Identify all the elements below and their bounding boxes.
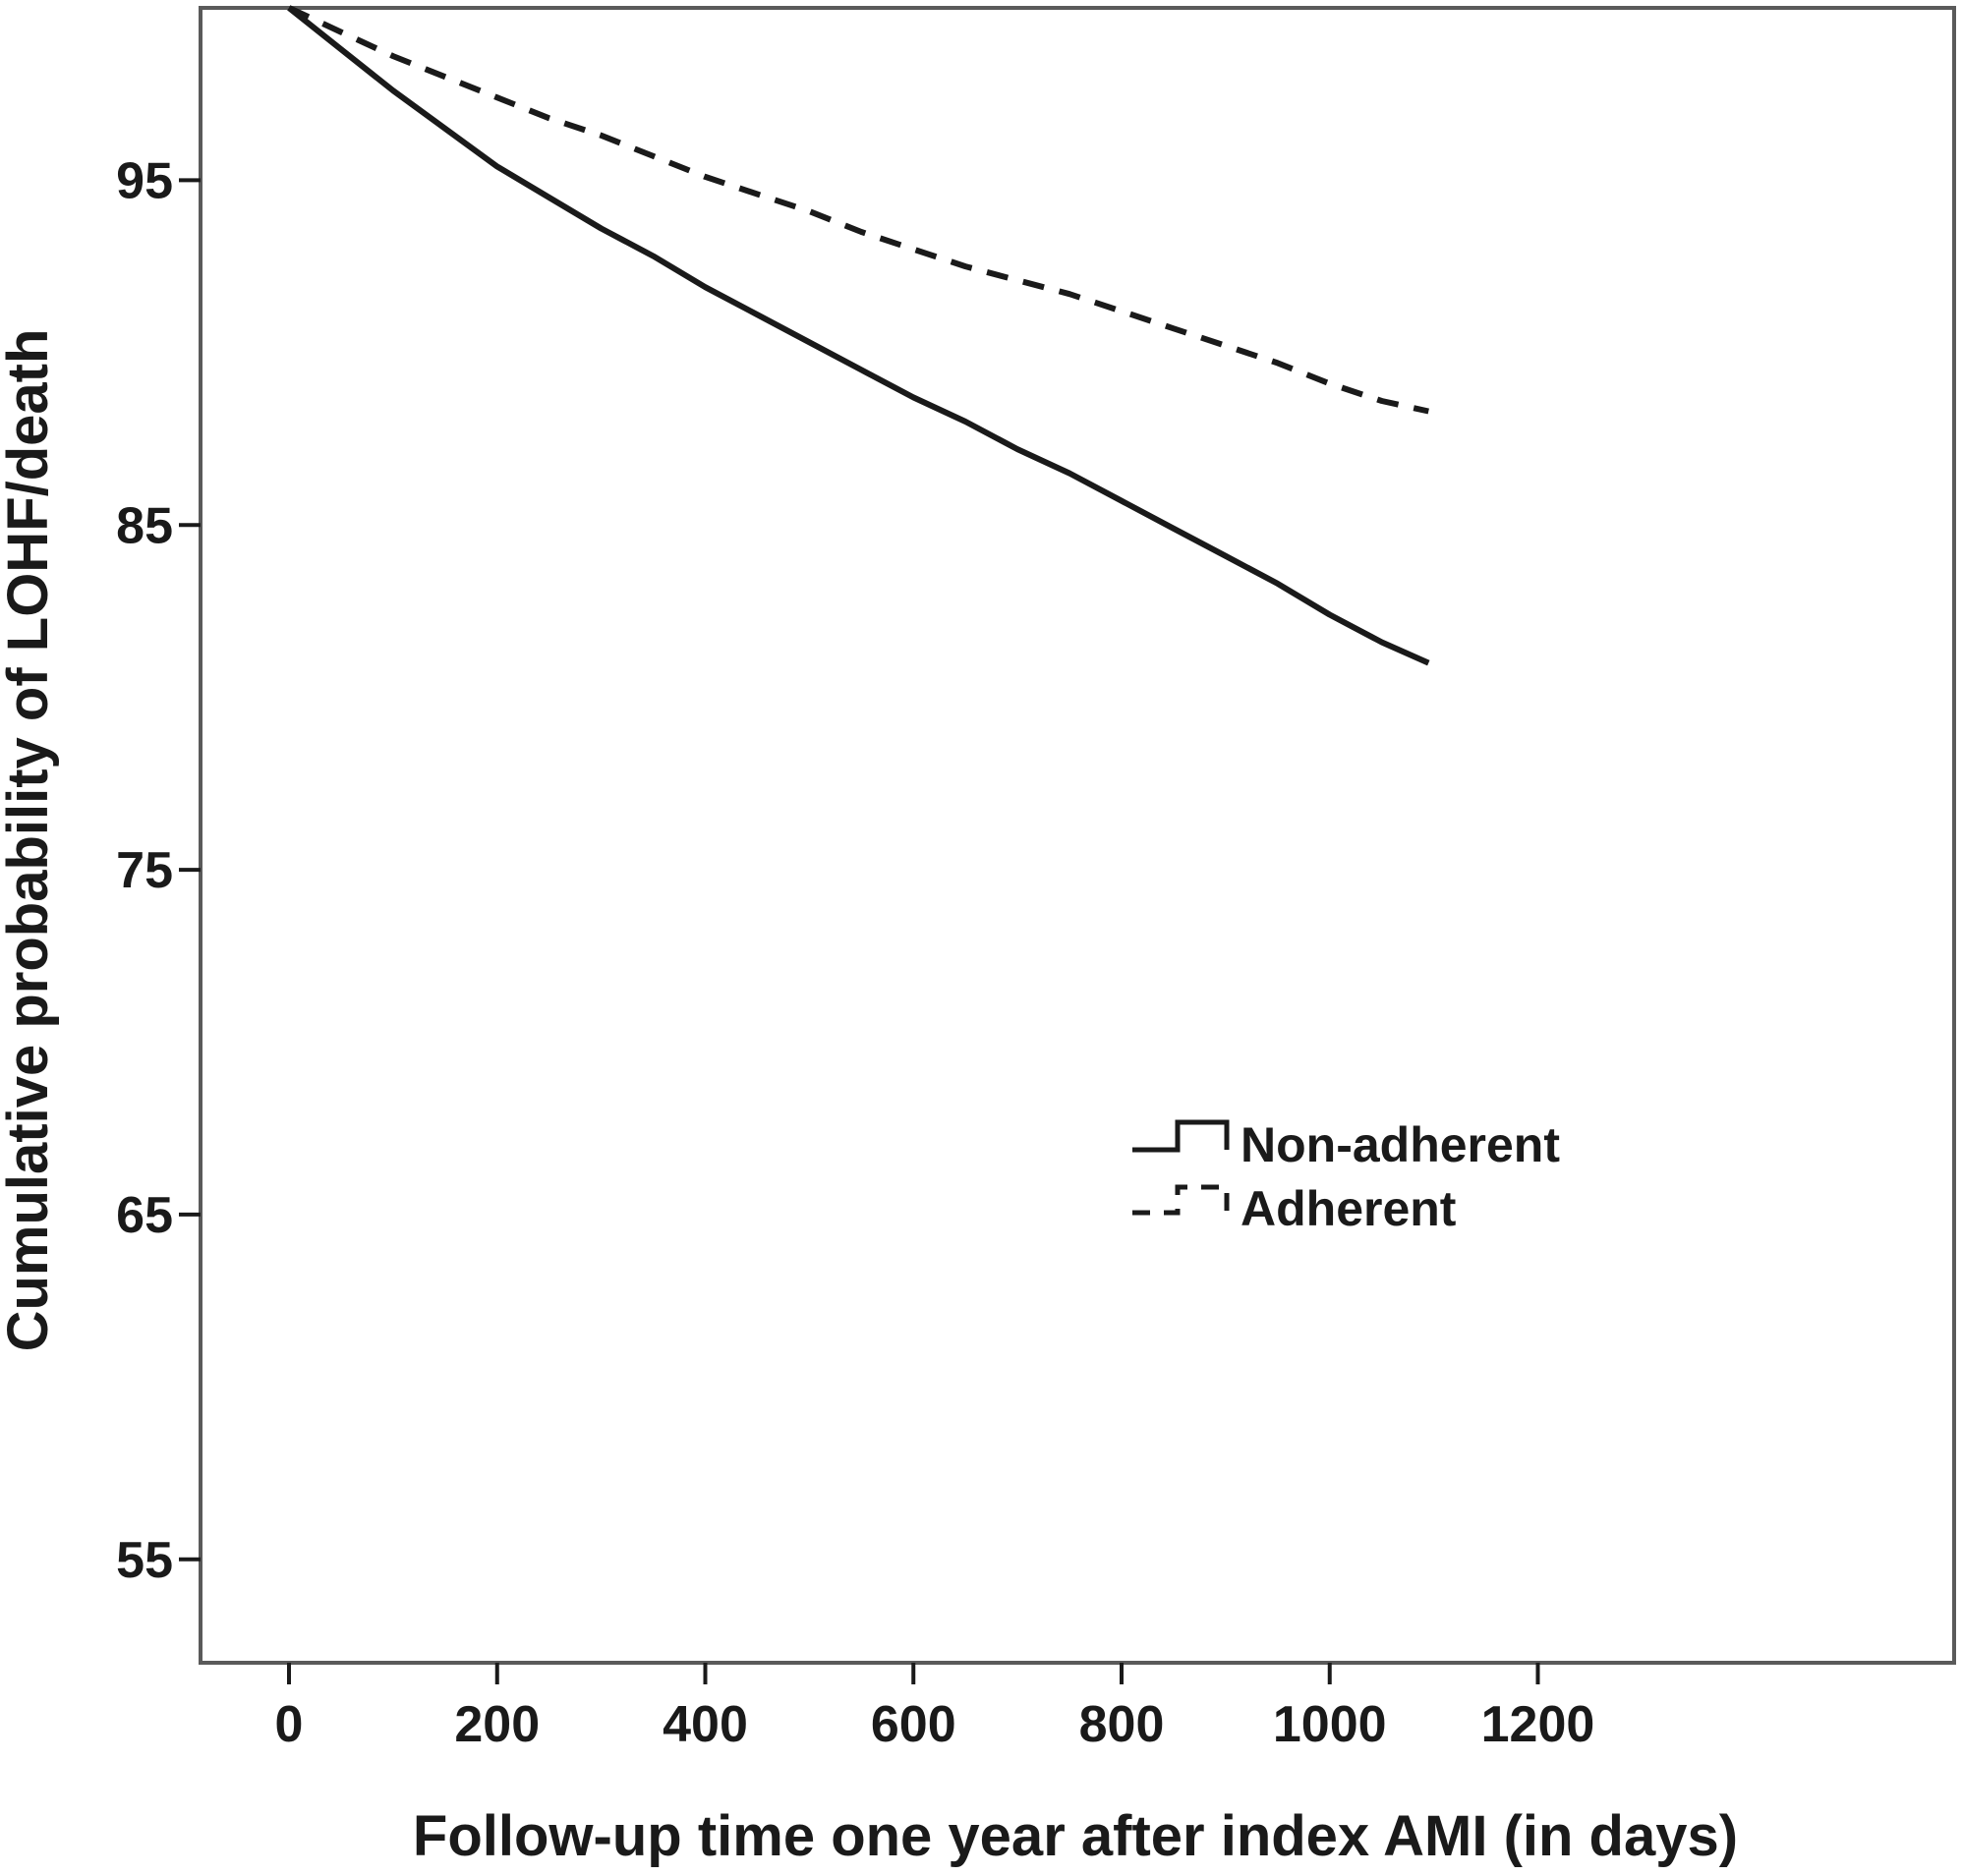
y-tick-label: 55 <box>116 1532 173 1589</box>
y-tick-label: 85 <box>116 497 173 554</box>
x-axis: 0 200 400 600 800 1000 1200 <box>275 1663 1595 1753</box>
y-tick-label: 75 <box>116 842 173 899</box>
legend: Non-adherent Adherent <box>1132 1117 1560 1236</box>
y-axis-title: Cumulative probability of LOHF/death <box>0 329 60 1352</box>
y-tick-label: 95 <box>116 152 173 209</box>
x-tick-label: 0 <box>275 1696 304 1753</box>
x-tick-label: 1000 <box>1273 1696 1387 1753</box>
x-tick-label: 200 <box>454 1696 540 1753</box>
legend-swatch-adherent <box>1132 1184 1230 1216</box>
x-tick-label: 600 <box>871 1696 956 1753</box>
x-tick-label: 400 <box>663 1696 748 1753</box>
x-axis-title: Follow-up time one year after index AMI … <box>413 1804 1738 1868</box>
plot-frame <box>199 6 1956 1665</box>
legend-label-non-adherent: Non-adherent <box>1241 1117 1560 1172</box>
x-tick-label: 1200 <box>1481 1696 1595 1753</box>
series-line-non-adherent <box>287 5 1430 666</box>
series-layer <box>287 5 1430 666</box>
x-tick-label: 800 <box>1079 1696 1165 1753</box>
y-tick-label: 65 <box>116 1187 173 1244</box>
y-axis: 55 65 75 85 95 <box>116 152 201 1589</box>
legend-swatch-non-adherent <box>1132 1119 1230 1153</box>
legend-label-adherent: Adherent <box>1241 1181 1457 1236</box>
series-line-adherent <box>287 5 1429 415</box>
